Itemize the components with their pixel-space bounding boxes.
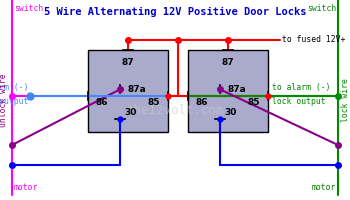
Text: lock output: lock output [272,97,326,106]
Bar [88,50,168,132]
Text: 87: 87 [222,58,234,67]
Text: lock wire: lock wire [342,78,350,122]
Text: 87a: 87a [128,85,147,94]
Text: switch: switch [14,4,43,13]
Text: motor: motor [14,183,38,192]
Text: 30: 30 [224,108,236,117]
Text: 5 Wire Alternating 12V Positive Door Locks: 5 Wire Alternating 12V Positive Door Loc… [44,7,306,17]
Text: motor: motor [312,183,336,192]
Text: to fused 12V+: to fused 12V+ [282,34,345,44]
Text: unlock wire: unlock wire [0,73,8,127]
Text: switch: switch [307,4,336,13]
Text: 30: 30 [124,108,136,117]
Text: to alarm (-): to alarm (-) [272,83,330,92]
Text: 85: 85 [247,98,260,107]
Text: to alarm (-): to alarm (-) [0,83,28,92]
Text: the12volt.com: the12volt.com [126,104,224,116]
Text: 87a: 87a [228,85,247,94]
Bar [188,50,268,132]
Text: 86: 86 [96,98,108,107]
Text: 85: 85 [147,98,160,107]
Text: 87: 87 [122,58,134,67]
Text: unlock output: unlock output [0,97,28,106]
Text: 86: 86 [196,98,209,107]
